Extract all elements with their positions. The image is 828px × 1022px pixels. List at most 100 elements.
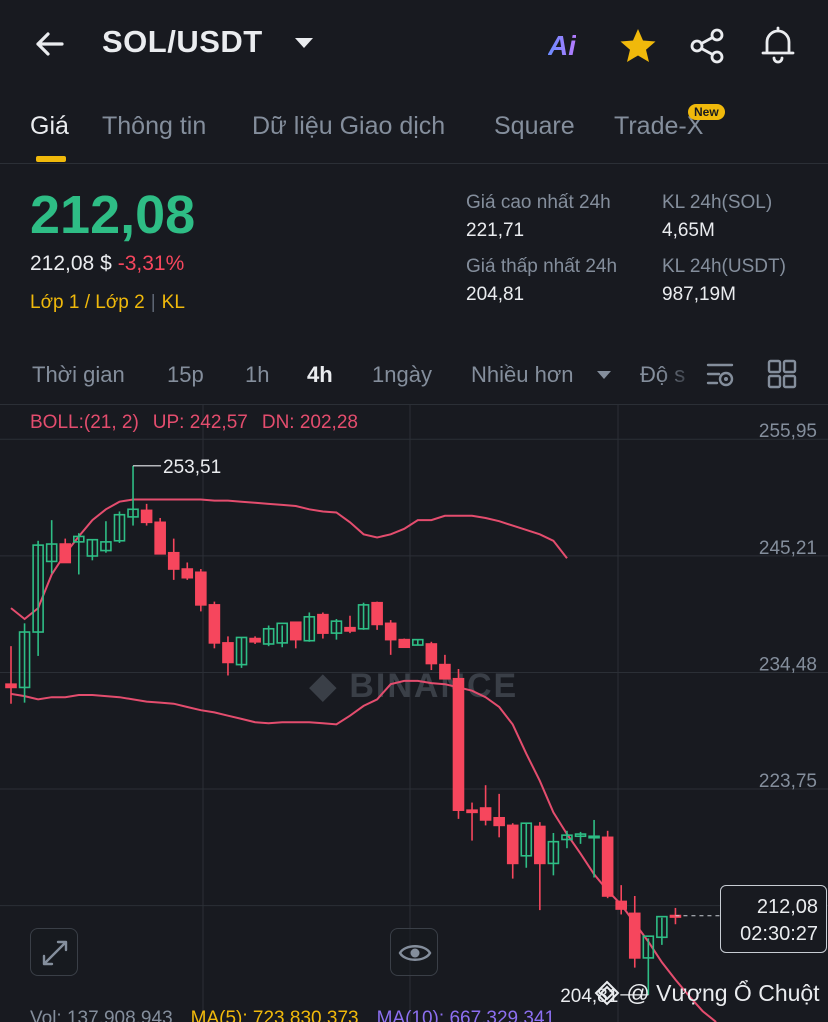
- indicator-settings-icon[interactable]: [704, 358, 736, 390]
- candle-body: [73, 535, 85, 543]
- candle-body: [86, 538, 99, 557]
- candle-body: [317, 613, 329, 634]
- candle-body: [642, 935, 655, 959]
- watermark-text: @ Vượng Ổ Chuột: [626, 980, 820, 1006]
- candle-body: [411, 638, 424, 646]
- ma5-value: MA(5): 723,830,373: [190, 1008, 359, 1022]
- candle-body: [276, 622, 289, 644]
- candle-body: [398, 638, 411, 649]
- divider: [0, 404, 828, 405]
- boll-dn: DN: 202,28: [261, 412, 358, 433]
- boll-indicator: BOLL:(21, 2) UP: 242,57 DN: 202,28: [30, 412, 372, 434]
- candle-body: [588, 835, 600, 839]
- category-tags: Lớp 1 / Lớp 2 | KL: [30, 292, 185, 314]
- top-bar: SOL/USDT Ai: [0, 0, 828, 90]
- high-24h-value: 221,71: [466, 220, 525, 241]
- candle-body: [371, 601, 383, 626]
- vol-usdt-label: KL 24h(USDT): [662, 256, 786, 277]
- high-24h-label: Giá cao nhất 24h: [466, 192, 611, 213]
- interval-time[interactable]: Thời gian: [32, 362, 125, 387]
- candle-body: [249, 637, 261, 643]
- chevron-down-icon[interactable]: [292, 30, 316, 54]
- candle-body: [452, 677, 465, 811]
- candle-body: [439, 663, 451, 680]
- boll-lower-band: [10, 679, 717, 1022]
- y-tick-label: 234,48: [759, 654, 817, 675]
- interval-bar: Thời gian 15p 1h 4h 1ngày Nhiều hơn Độ s: [0, 350, 828, 400]
- candle-body: [18, 631, 31, 689]
- interval-1d[interactable]: 1ngày: [372, 362, 432, 387]
- interval-more[interactable]: Nhiều hơn: [471, 362, 574, 387]
- vol-sol-label: KL 24h(SOL): [662, 192, 773, 213]
- last-price-marker: 212,08 02:30:27: [720, 885, 827, 953]
- candle-body: [303, 616, 316, 642]
- usd-price: 212,08 $: [30, 252, 112, 275]
- main-tabs: Giá Thông tin Dữ liệu Giao dịch Square T…: [0, 100, 828, 164]
- tab-price[interactable]: Giá: [30, 112, 69, 140]
- bell-icon[interactable]: [758, 24, 798, 64]
- candle-body: [208, 604, 221, 644]
- candle-body: [5, 683, 17, 689]
- boll-up: UP: 242,57: [152, 412, 248, 433]
- candle-body: [262, 627, 275, 645]
- candle-body: [466, 809, 478, 814]
- candle-body: [289, 621, 302, 641]
- boll-upper-band: [10, 498, 568, 621]
- candle-body: [167, 551, 180, 570]
- tab-trade-x[interactable]: Trade-X: [614, 112, 704, 140]
- candle-body: [656, 915, 668, 939]
- fullscreen-button[interactable]: [30, 928, 78, 976]
- candle-body: [534, 825, 546, 865]
- candle-body: [628, 912, 641, 959]
- candle-body: [344, 626, 356, 632]
- expand-icon: [42, 940, 68, 966]
- tag-kl[interactable]: KL: [161, 292, 185, 313]
- candle-body: [615, 900, 628, 910]
- low-24h-label: Giá thấp nhất 24h: [466, 256, 618, 277]
- last-price: 212,08: [30, 185, 196, 245]
- tab-trading-data[interactable]: Dữ liệu Giao dịch: [252, 112, 446, 140]
- candle-body: [479, 807, 492, 821]
- ai-icon[interactable]: Ai: [548, 30, 576, 61]
- candle-body: [222, 642, 234, 664]
- tag-layer[interactable]: Lớp 1 / Lớp 2: [30, 292, 145, 313]
- candle-body: [45, 543, 58, 563]
- candle-body: [547, 840, 560, 865]
- trading-pair-title[interactable]: SOL/USDT: [102, 24, 263, 59]
- chart-watermark: ◆ BINANCE: [309, 667, 519, 705]
- new-badge: New: [688, 104, 725, 120]
- candle-body: [59, 543, 72, 564]
- candle-body: [506, 824, 519, 865]
- vol-value: Vol: 137,908,943: [30, 1008, 173, 1022]
- y-tick-label: 255,95: [759, 421, 817, 442]
- share-icon[interactable]: [688, 26, 728, 66]
- candle-body: [330, 620, 343, 634]
- ma10-value: MA(10): 667,329,341: [376, 1008, 556, 1022]
- candle-body: [100, 541, 112, 552]
- interval-4h[interactable]: 4h: [307, 362, 333, 387]
- boll-params: BOLL:(21, 2): [30, 412, 139, 433]
- candle-body: [493, 816, 505, 827]
- y-tick-label: 245,21: [759, 538, 817, 559]
- candle-body: [127, 508, 139, 518]
- candle-body: [181, 568, 194, 579]
- scroll-fade: [660, 350, 700, 400]
- interval-1h[interactable]: 1h: [245, 362, 270, 387]
- tag-separator: |: [150, 292, 156, 313]
- low-24h-value: 204,81: [466, 284, 525, 305]
- candle-body: [113, 513, 126, 542]
- back-arrow-icon[interactable]: [30, 24, 70, 64]
- grid-layout-icon[interactable]: [766, 358, 798, 390]
- chevron-down-icon[interactable]: [596, 367, 612, 383]
- star-icon[interactable]: [618, 26, 658, 66]
- visibility-button[interactable]: [390, 928, 438, 976]
- candle-body: [195, 571, 207, 606]
- volume-indicator-row: Vol: 137,908,943 MA(5): 723,830,373 MA(10)…: [30, 1008, 573, 1022]
- candle-body: [357, 604, 370, 630]
- interval-15m[interactable]: 15p: [167, 362, 204, 387]
- candle-body: [425, 643, 438, 665]
- candle-body: [574, 833, 587, 838]
- candle-body: [384, 622, 397, 641]
- tab-info[interactable]: Thông tin: [102, 112, 207, 140]
- tab-square[interactable]: Square: [494, 112, 575, 140]
